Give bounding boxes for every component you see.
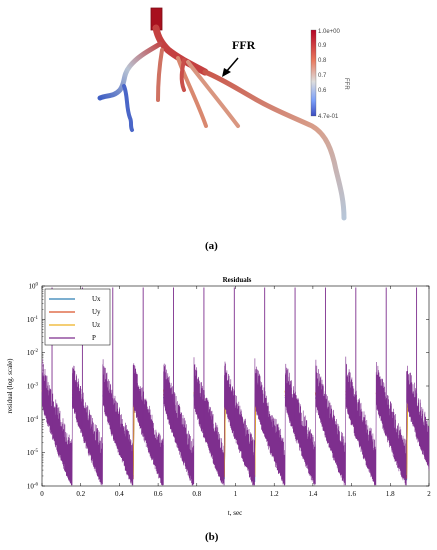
- legend: Ux Uy Uz P: [44, 288, 111, 346]
- x-tick-label: 0: [40, 490, 44, 498]
- y-tick-label: 10-2: [27, 349, 39, 357]
- artery-ffr-figure: 1.0e+00 0.9 0.8 0.7 0.6 4.7e-01 FFR: [97, 7, 349, 221]
- x-axis-label: t, sec: [228, 509, 242, 517]
- panel-a-artery-ffr: 1.0e+00 0.9 0.8 0.7 0.6 4.7e-01 FFR FFR: [0, 0, 437, 262]
- y-axis-label: residual (log. scale): [6, 358, 14, 414]
- colorbar-min-label: 4.7e-01: [318, 114, 339, 120]
- y-tick-label: 10-4: [27, 416, 39, 424]
- aortic-root: [150, 7, 163, 31]
- series-line-p: [41, 356, 430, 486]
- distal-vessel: [202, 69, 347, 221]
- y-tick-label: 100: [29, 283, 39, 291]
- colorbar-tick-label: 0.8: [318, 58, 327, 64]
- colorbar-max-label: 1.0e+00: [318, 29, 341, 35]
- ffr-annotation: FFR: [232, 38, 256, 52]
- y-tick-label: 10-1: [27, 316, 39, 324]
- colorbar-tick-label: 0.9: [318, 43, 327, 49]
- legend-label-ux: Ux: [92, 295, 101, 303]
- branch-4: [179, 58, 186, 92]
- residuals-chart: Residuals 10-6 10-5 10-4 10-3 10-2 10-1 100 0 0…: [6, 276, 431, 517]
- ffr-arrow: [225, 57, 239, 73]
- legend-label-p: P: [92, 334, 96, 342]
- chart-title: Residuals: [223, 276, 252, 284]
- colorbar: [310, 29, 317, 117]
- left-sub-branch: [122, 84, 134, 132]
- y-tick-label: 10-5: [27, 449, 39, 457]
- x-tick-label: 1.2: [270, 490, 279, 498]
- branch-2: [176, 56, 208, 128]
- x-tick-label: 1.6: [347, 490, 356, 498]
- caption-a: (a): [205, 240, 218, 252]
- x-tick-label: 1: [234, 490, 238, 498]
- branch-1: [156, 48, 164, 102]
- series-layer: [41, 287, 430, 486]
- y-tick-label: 10-6: [27, 483, 39, 491]
- colorbar-tick-label: 0.6: [318, 88, 327, 94]
- x-tick-label: 0.4: [115, 490, 124, 498]
- x-tick-label: 0.2: [76, 490, 85, 498]
- caption-b: (b): [205, 531, 219, 543]
- y-tick-label: 10-3: [27, 383, 39, 391]
- x-tick-label: 2: [427, 490, 431, 498]
- ffr-arrowhead: [222, 68, 231, 77]
- x-tick-label: 0.6: [154, 490, 163, 498]
- colorbar-title: FFR: [343, 78, 349, 90]
- panel-b-residuals-chart: Residuals 10-6 10-5 10-4 10-3 10-2 10-1 100 0 0…: [0, 268, 437, 550]
- x-tick-label: 1.8: [386, 490, 395, 498]
- colorbar-tick-label: 0.7: [318, 73, 327, 79]
- x-tick-label: 1.4: [309, 490, 318, 498]
- legend-label-uy: Uy: [92, 308, 101, 316]
- branch-3: [186, 60, 240, 128]
- x-tick-label: 0.8: [192, 490, 201, 498]
- legend-label-uz: Uz: [92, 321, 100, 329]
- left-branch: [97, 41, 163, 101]
